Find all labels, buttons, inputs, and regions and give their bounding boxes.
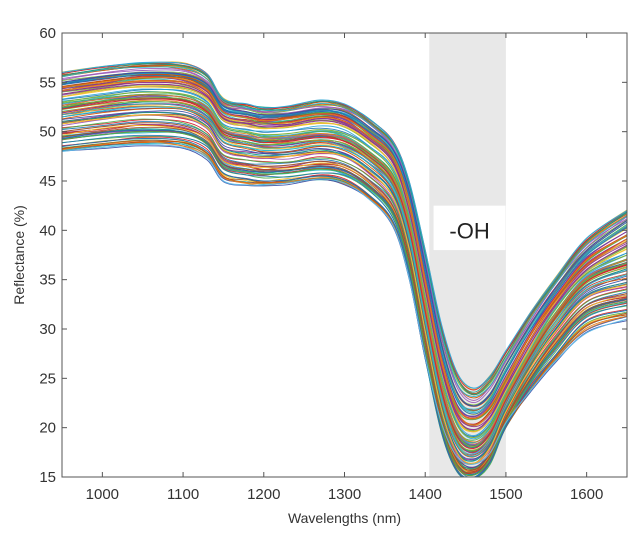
spectrum-line-112 — [62, 83, 627, 431]
y-tick-label: 35 — [39, 272, 56, 289]
x-tick-label: 1000 — [86, 486, 119, 503]
spectrum-line-77 — [62, 79, 627, 426]
spectrum-line-55 — [62, 118, 627, 470]
y-tick-label: 45 — [39, 173, 56, 190]
x-axis-title: Wavelengths (nm) — [288, 510, 401, 526]
x-tick-label: 1500 — [489, 486, 522, 503]
x-tick-label: 1600 — [570, 486, 603, 503]
spectrum-line-95 — [62, 97, 627, 447]
y-tick-label: 55 — [39, 74, 56, 91]
spectrum-line-91 — [62, 134, 627, 477]
spectrum-line-114 — [62, 98, 627, 450]
x-tick-label: 1100 — [167, 486, 199, 503]
spectrum-line-107 — [62, 94, 627, 443]
spectrum-line-113 — [62, 91, 627, 439]
y-tick-label: 50 — [39, 124, 56, 141]
spectrum-line-110 — [62, 71, 627, 407]
y-tick-label: 15 — [39, 469, 56, 486]
spectrum-line-115 — [62, 106, 627, 457]
band-label-background — [433, 205, 506, 251]
spectrum-line-103 — [62, 63, 627, 396]
spectrum-line-79 — [62, 81, 627, 428]
spectra-lines-layer — [62, 61, 627, 477]
x-tick-label: 1300 — [328, 486, 361, 503]
spectrum-line-76 — [62, 75, 627, 415]
spectrum-line-81 — [62, 103, 627, 455]
spectrum-line-117 — [62, 122, 627, 471]
spectrum-line-120 — [62, 143, 627, 465]
spectrum-line-89 — [62, 67, 627, 404]
spectrum-line-99 — [62, 126, 627, 474]
y-tick-label: 40 — [39, 222, 56, 239]
spectrum-line-111 — [62, 76, 627, 420]
y-tick-label: 60 — [39, 25, 56, 42]
spectrum-line-74 — [62, 69, 627, 401]
band-label: -OH — [449, 218, 489, 243]
spectrum-line-116 — [62, 114, 627, 464]
y-tick-label: 20 — [39, 420, 56, 437]
band-label-layer: -OH — [433, 205, 506, 251]
x-tick-label: 1200 — [247, 486, 280, 503]
spectrum-line-108 — [62, 86, 627, 433]
spectrum-line-109 — [62, 61, 627, 389]
spectrum-line-88 — [62, 111, 627, 462]
x-tick-label: 1400 — [409, 486, 442, 503]
spectrum-line-96 — [62, 66, 627, 397]
y-axis-title: Reflectance (%) — [11, 205, 27, 305]
ticks-layer: 15 20 25 30 35 40 45 50 55 60 1000 1100 1200 1300 1400… — [39, 25, 627, 503]
y-tick-label: 30 — [39, 321, 56, 338]
y-tick-label: 25 — [39, 370, 56, 387]
spectrum-line-119 — [62, 137, 627, 477]
spectrum-line-101 — [62, 88, 627, 437]
